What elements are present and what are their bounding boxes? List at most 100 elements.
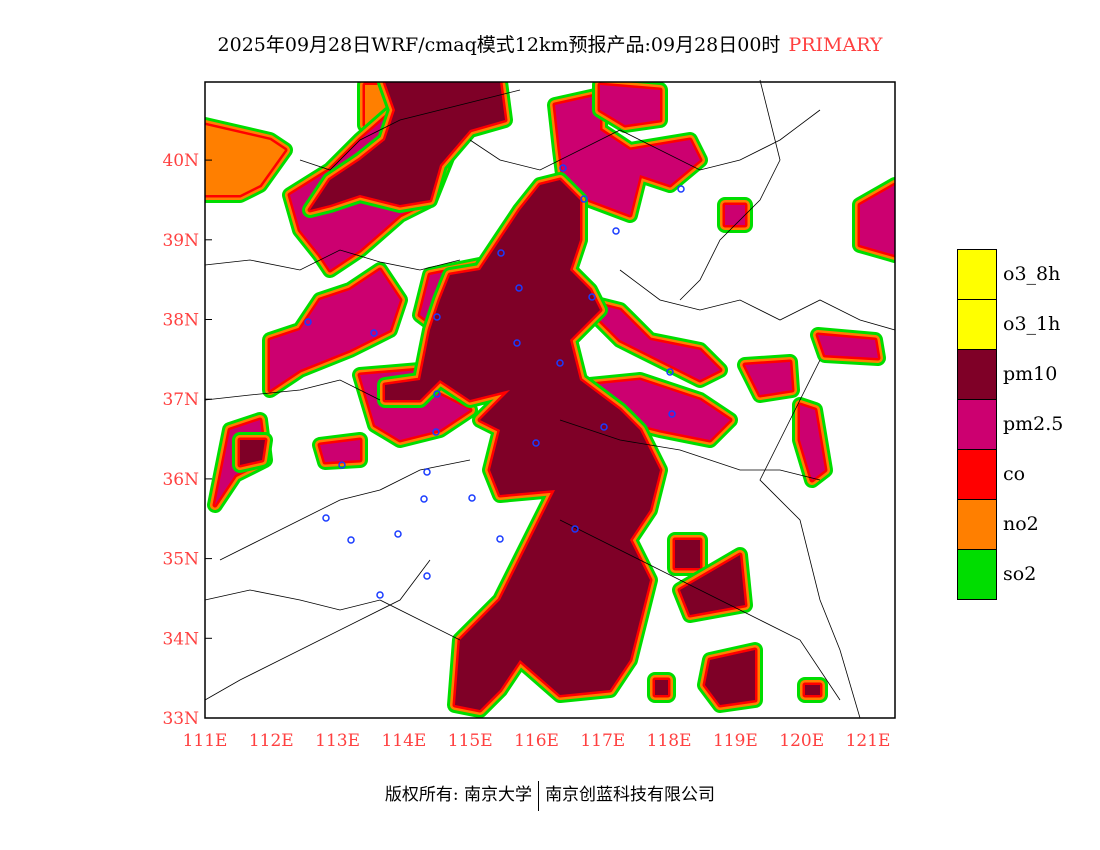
city-marker-icon (612, 227, 620, 235)
legend-item-pm10: pm10 (957, 349, 1063, 399)
pollutant-area-pm2-5 (262, 262, 408, 398)
boundary-line (619, 269, 896, 331)
legend-item-no2: no2 (957, 499, 1063, 549)
copyright-owner: 版权所有: 南京大学 (384, 785, 533, 805)
pollutant-area-pm10 (697, 642, 763, 713)
pollutant-area-pm10 (647, 672, 676, 703)
lon-tick-label: 118E (647, 731, 692, 751)
legend: o3_8h o3_1h pm10 pm2.5 co no2 so2 (957, 249, 1063, 600)
pollutant-area-pm10 (232, 432, 273, 473)
city-marker-icon (468, 494, 476, 502)
city-marker-icon (571, 525, 579, 533)
lat-tick-label: 35N (162, 550, 199, 570)
legend-item-so2: so2 (957, 548, 1063, 600)
boundary-line (219, 459, 471, 561)
pollutant-area-pm2-5 (572, 292, 728, 388)
legend-swatch (957, 249, 997, 299)
legend-swatch (957, 449, 997, 499)
map-title: 2025年09月28日WRF/cmaq模式12km预报产品:09月28日00时 P… (0, 30, 1100, 57)
city-marker-icon (432, 428, 440, 436)
pollutant-area-pm2-5 (810, 327, 886, 366)
city-marker-icon (322, 514, 330, 522)
pollutant-areas (205, 82, 895, 718)
lon-tick-label: 114E (381, 731, 426, 751)
lon-tick-label: 117E (580, 731, 625, 751)
province-boundaries (204, 79, 896, 719)
lon-tick-label: 113E (315, 731, 360, 751)
city-marker-icon (496, 535, 504, 543)
city-marker-icon (423, 572, 431, 580)
lat-tick-label: 39N (162, 231, 199, 251)
city-marker-icon (532, 439, 540, 447)
pollutant-area-no2 (205, 117, 293, 203)
city-marker-icon (433, 390, 441, 398)
pollutant-area-pm10 (302, 82, 513, 218)
city-marker-icon (600, 423, 608, 431)
copyright-company: 南京创蓝科技有限公司 (545, 785, 716, 805)
title-text: 2025年09月28日WRF/cmaq模式12km预报产品:09月28日00时 (217, 34, 781, 56)
city-marker-icon (394, 530, 402, 538)
boundary-line (299, 89, 521, 171)
city-marker-icon (513, 339, 521, 347)
city-marker-icon (588, 293, 596, 301)
legend-label: so2 (1003, 563, 1037, 585)
lon-tick-label: 115E (448, 731, 493, 751)
city-markers (304, 164, 685, 599)
lon-tick-label: 111E (183, 731, 228, 751)
legend-label: no2 (1003, 513, 1039, 535)
city-marker-icon (423, 468, 431, 476)
lat-tick-label: 40N (162, 151, 199, 171)
lon-tick-label: 119E (713, 731, 758, 751)
pollutant-area-pm10 (377, 172, 668, 718)
legend-item-o3_1h: o3_1h (957, 299, 1063, 349)
city-marker-icon (515, 284, 523, 292)
lat-tick-label: 33N (162, 709, 199, 729)
city-marker-icon (376, 591, 384, 599)
city-marker-icon (497, 249, 505, 257)
legend-swatch (957, 499, 997, 549)
legend-label: co (1003, 463, 1026, 485)
boundary-line (204, 249, 461, 271)
city-marker-icon (347, 536, 355, 544)
lon-tick-label: 116E (514, 731, 559, 751)
lon-tick-label: 112E (249, 731, 294, 751)
legend-item-pm2-5: pm2.5 (957, 399, 1063, 449)
legend-label: o3_8h (1003, 263, 1061, 285)
legend-item-o3_8h: o3_8h (957, 249, 1063, 299)
boundary-line (559, 519, 841, 701)
boundary-line (759, 359, 861, 719)
lon-tick-label: 121E (846, 731, 891, 751)
legend-label: o3_1h (1003, 313, 1061, 335)
boundary-line (204, 589, 461, 641)
city-marker-icon (666, 368, 674, 376)
pollutant-area-pm2-5 (852, 177, 895, 263)
legend-swatch (957, 349, 997, 399)
city-marker-icon (338, 461, 346, 469)
lat-tick-label: 36N (162, 470, 199, 490)
footer-divider (538, 780, 540, 811)
city-marker-icon (580, 195, 588, 203)
pollutant-area-pm2-5 (737, 354, 800, 403)
lat-tick-label: 38N (162, 311, 199, 331)
boundary-line (559, 419, 821, 481)
pollutant-area-pm10 (667, 532, 708, 576)
city-marker-icon (668, 410, 676, 418)
legend-swatch (957, 299, 997, 349)
legend-label: pm2.5 (1003, 413, 1064, 435)
city-marker-icon (420, 495, 428, 503)
legend-swatch (957, 399, 997, 449)
pollutant-area-pm10 (672, 547, 753, 623)
pollutant-area-pm2-5 (547, 87, 708, 223)
legend-label: pm10 (1003, 363, 1058, 385)
city-marker-icon (433, 313, 441, 321)
pollutant-area-pm2-5 (592, 82, 668, 133)
city-marker-icon (304, 318, 312, 326)
lat-tick-label: 34N (162, 629, 199, 649)
boundary-line (469, 109, 821, 171)
city-marker-icon (556, 359, 564, 367)
title-primary-tag: PRIMARY (788, 34, 883, 56)
boundary-line (204, 559, 431, 701)
map-frame (204, 81, 896, 719)
city-marker-icon (677, 185, 685, 193)
